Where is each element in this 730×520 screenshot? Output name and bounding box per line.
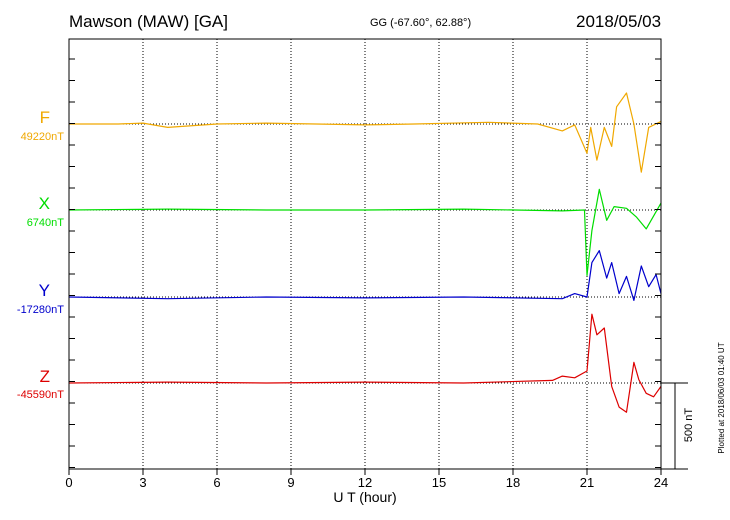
x-tick-label-21: 21 [580, 475, 594, 490]
x-tick-label-18: 18 [506, 475, 520, 490]
x-axis-label: U T (hour) [333, 489, 396, 505]
plot-frame [68, 38, 662, 470]
coordinates-label: GG (-67.60°, 62.88°) [370, 17, 472, 29]
y-tick-group [69, 58, 661, 468]
trace-group [68, 92, 662, 413]
station-title: Mawson (MAW) [GA] [69, 12, 228, 31]
trace-f [69, 92, 662, 173]
scale-bar-label: 500 nT [683, 408, 695, 443]
x-tick-label-3: 3 [139, 475, 146, 490]
series-x-baseline: 6740nT [26, 217, 64, 229]
trace-z [68, 313, 662, 413]
x-tick-group: 0 3 6 9 12 15 18 21 24 [65, 469, 668, 490]
x-tick-label-15: 15 [432, 475, 446, 490]
series-f-baseline: 49220nT [20, 131, 64, 143]
x-tick-label-24: 24 [654, 475, 668, 490]
series-x-name: X [38, 194, 50, 213]
series-y-name: Y [38, 281, 50, 300]
trace-x [68, 188, 662, 276]
scale-bar: 500 nT [661, 382, 695, 470]
series-z-baseline: -45590nT [16, 389, 64, 401]
vertical-grid [142, 39, 588, 469]
series-f-name: F [39, 108, 50, 127]
series-z-name: Z [39, 367, 50, 386]
plotted-timestamp: Plotted at 2018/06/03 01:40 UT [717, 342, 726, 453]
x-tick-label-9: 9 [287, 475, 294, 490]
series-y-baseline: -17280nT [16, 304, 64, 316]
date-label: 2018/05/03 [576, 12, 662, 31]
x-tick-label-0: 0 [65, 475, 72, 490]
x-tick-label-12: 12 [358, 475, 372, 490]
x-tick-label-6: 6 [213, 475, 220, 490]
trace-y [68, 250, 662, 301]
